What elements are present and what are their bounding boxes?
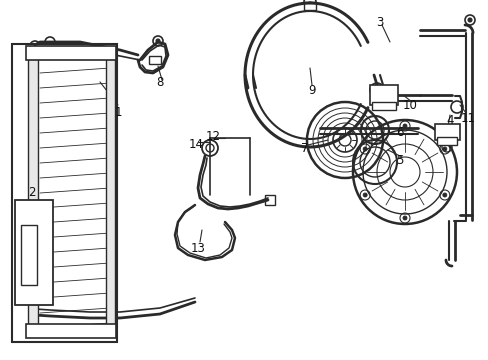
Bar	[434, 124, 459, 140]
Bar	[26, 324, 116, 338]
Circle shape	[156, 39, 160, 43]
Circle shape	[442, 193, 446, 197]
Bar	[304, 2, 315, 10]
Circle shape	[26, 207, 32, 213]
Bar	[369, 85, 397, 105]
Bar	[264, 195, 274, 205]
Text: 8: 8	[156, 76, 163, 89]
Text: 4: 4	[446, 113, 453, 126]
Text: 7: 7	[301, 141, 308, 154]
Text: 1: 1	[114, 105, 122, 118]
Text: 9: 9	[307, 84, 315, 96]
Text: 12: 12	[205, 130, 220, 143]
Text: 13: 13	[190, 242, 205, 255]
Circle shape	[442, 147, 446, 151]
Circle shape	[402, 216, 406, 220]
Bar	[15, 200, 53, 305]
Circle shape	[402, 124, 406, 128]
Bar	[21, 225, 37, 285]
Text: 10: 10	[402, 99, 417, 112]
Circle shape	[467, 18, 471, 22]
Text: 2: 2	[28, 185, 36, 198]
Text: 14: 14	[188, 138, 203, 150]
Bar	[149, 56, 161, 64]
Text: 11: 11	[460, 112, 474, 125]
Bar	[371, 102, 395, 110]
Bar	[26, 46, 116, 60]
Text: 3: 3	[376, 15, 383, 28]
Text: 5: 5	[395, 153, 403, 166]
Bar	[436, 137, 456, 145]
Bar	[106, 50, 115, 336]
Circle shape	[363, 193, 366, 197]
Bar	[12, 44, 117, 342]
Circle shape	[363, 147, 366, 151]
Text: 6: 6	[395, 126, 403, 139]
Bar	[28, 50, 38, 336]
